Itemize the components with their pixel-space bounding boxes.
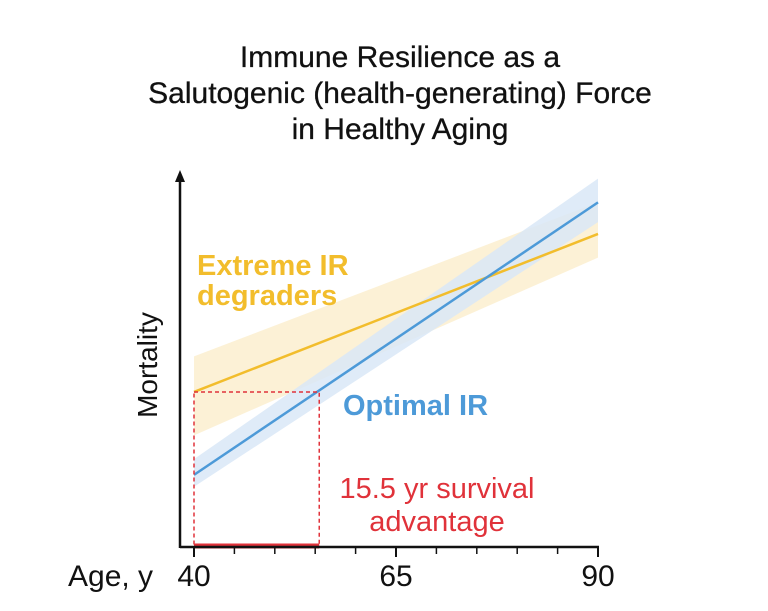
- series-label-optimal-ir: Optimal IR: [343, 390, 488, 422]
- annotation-text-line: advantage: [369, 506, 504, 538]
- series-lines: [193, 201, 599, 476]
- axes: 40 65 90: [175, 170, 615, 593]
- ci-band-optimal-ir: [194, 178, 598, 487]
- x-tick-label-65: 65: [379, 560, 412, 593]
- annotation-text-line: 15.5 yr survival: [339, 473, 534, 505]
- x-axis-label: Age, y: [68, 560, 153, 593]
- series-label-line: degraders: [197, 280, 337, 312]
- title-line-3: in Healthy Aging: [291, 113, 509, 146]
- title-line-1: Immune Resilience as a: [239, 41, 561, 74]
- x-tick-label-90: 90: [581, 560, 614, 593]
- line-optimal-ir: [193, 201, 599, 476]
- y-axis-label: Mortality: [132, 312, 163, 418]
- confidence-bands: [194, 178, 598, 487]
- series-label-line: Extreme IR: [197, 250, 349, 282]
- annotation-text: 15.5 yr survival advantage: [339, 473, 534, 538]
- x-tick-label-40: 40: [177, 560, 210, 593]
- title-line-2: Salutogenic (health-generating) Force: [148, 77, 652, 110]
- series-label-extreme-ir-degraders: Extreme IR degraders: [197, 250, 349, 312]
- chart-title: Immune Resilience as a Salutogenic (heal…: [0, 40, 768, 148]
- line-extreme-ir-degraders: [193, 232, 599, 394]
